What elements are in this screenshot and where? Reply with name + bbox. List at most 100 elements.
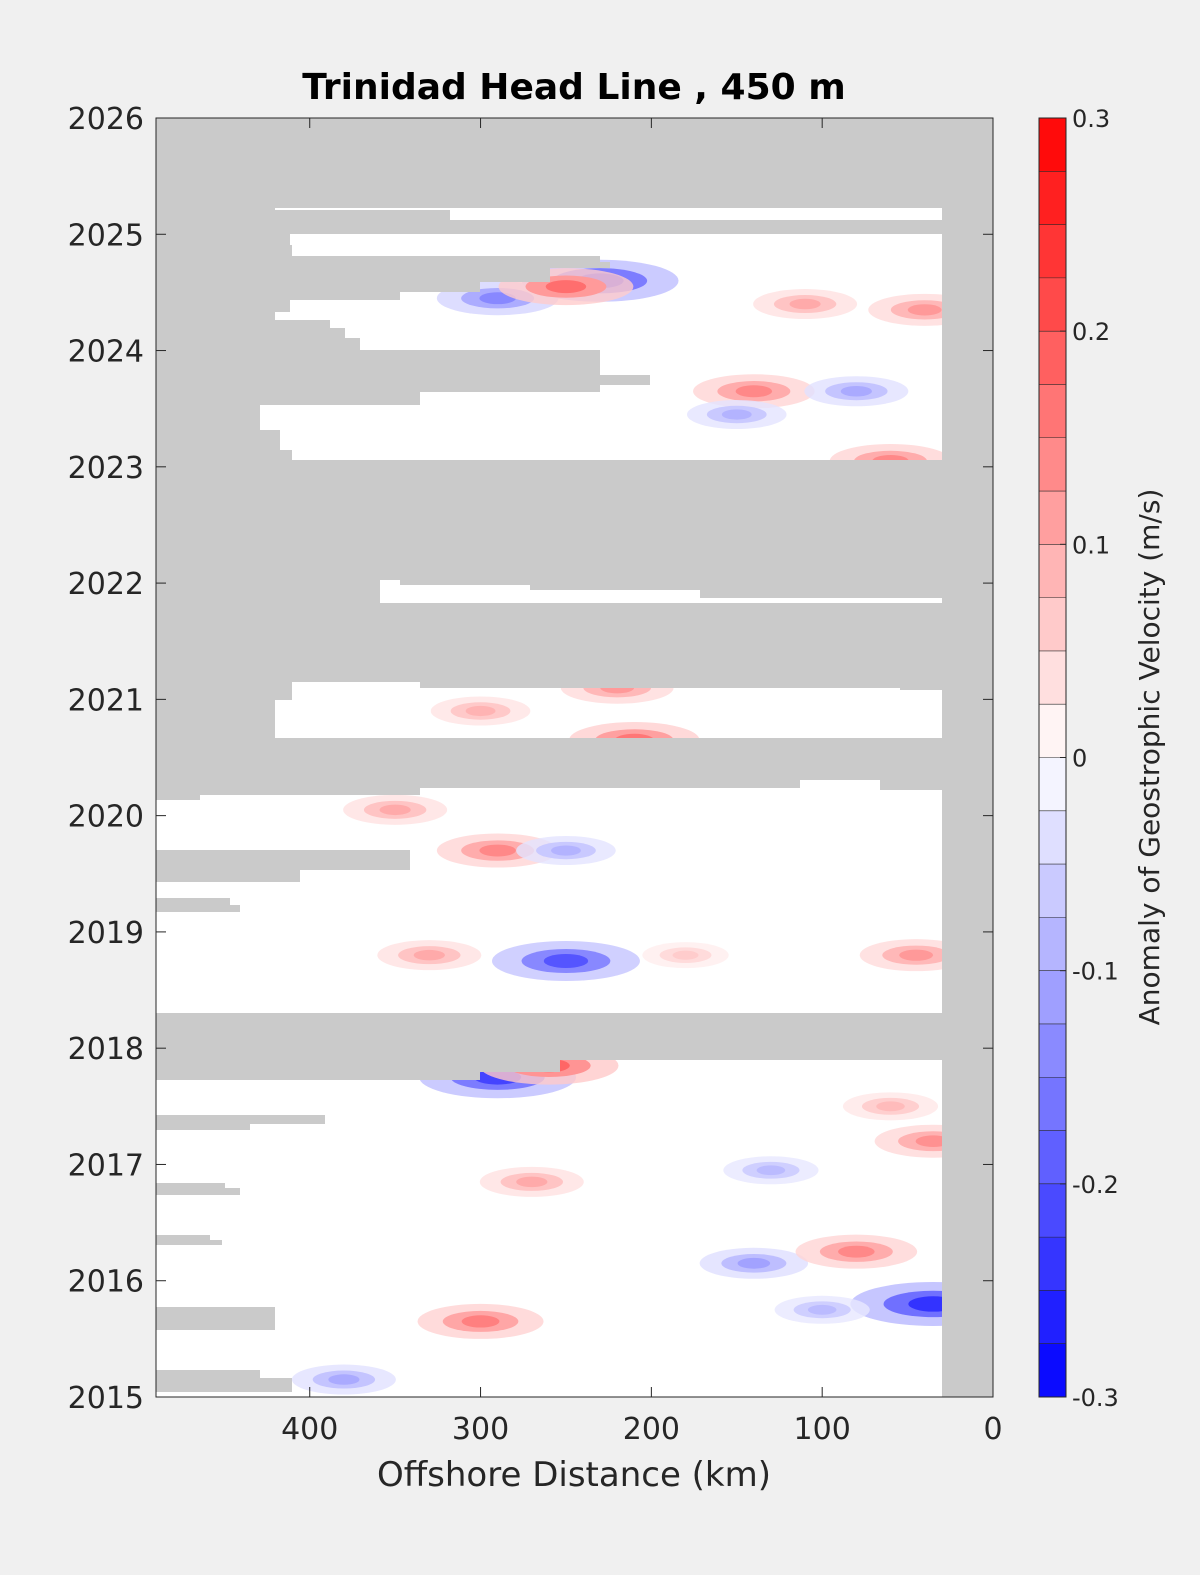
colorbar-swatch xyxy=(1039,118,1066,172)
colorbar-tick-label: 0.1 xyxy=(1072,531,1110,559)
anomaly-contour-core xyxy=(551,845,581,856)
x-tick-label: 0 xyxy=(983,1412,1002,1447)
colorbar-swatch xyxy=(1039,1183,1066,1238)
anomaly-contour-core xyxy=(907,304,942,316)
missing-data-region xyxy=(156,1183,240,1195)
colorbar-swatch xyxy=(1039,1077,1066,1132)
anomaly-contour-core xyxy=(721,409,752,420)
colorbar-swatch xyxy=(1039,384,1066,439)
anomaly-contour-core xyxy=(543,953,589,968)
colorbar-swatches xyxy=(1039,118,1066,1398)
colorbar-tick-label: -0.3 xyxy=(1072,1384,1119,1412)
anomaly-contour-core xyxy=(461,1315,500,1328)
y-tick-label: 2015 xyxy=(68,1381,144,1416)
anomaly-contour-core xyxy=(789,298,821,310)
colorbar-swatch xyxy=(1039,704,1066,758)
missing-data-region xyxy=(156,850,410,882)
colorbar-tick-label: 0 xyxy=(1072,745,1087,773)
colorbar-swatch xyxy=(1039,224,1066,279)
missing-data-region xyxy=(156,460,993,598)
colorbar-swatch xyxy=(1039,864,1066,918)
anomaly-blob xyxy=(795,1234,918,1269)
colorbar-swatch xyxy=(1039,1130,1066,1185)
x-tick-label: 200 xyxy=(623,1412,680,1447)
colorbar-swatch xyxy=(1039,1343,1066,1398)
anomaly-blob xyxy=(642,942,729,969)
anomaly-blob xyxy=(291,1364,396,1395)
missing-data-region xyxy=(806,615,905,630)
anomaly-contour-core xyxy=(465,705,496,717)
anomaly-contour-core xyxy=(899,949,934,961)
y-tick-label: 2017 xyxy=(68,1148,144,1183)
colorbar-tick-label: 0.3 xyxy=(1072,105,1110,133)
colorbar-swatch xyxy=(1039,1290,1066,1345)
anomaly-contour-core xyxy=(876,1101,905,1112)
colorbar-tick-label: 0.2 xyxy=(1072,318,1110,346)
x-axis: 400 300 200 100 0 xyxy=(281,118,1003,1447)
anomaly-blob xyxy=(343,794,448,825)
colorbar-label: Anomaly of Geostrophic Velocity (m/s) xyxy=(1133,489,1166,1026)
anomaly-contour-core xyxy=(838,1245,875,1258)
x-tick-label: 300 xyxy=(452,1412,509,1447)
anomaly-contour-core xyxy=(735,385,773,398)
colorbar-swatch xyxy=(1039,171,1066,226)
anomaly-contour-core xyxy=(545,280,587,294)
y-tick-label: 2023 xyxy=(68,451,144,486)
colorbar-swatch xyxy=(1039,331,1066,385)
y-tick-label: 2024 xyxy=(68,335,144,370)
colorbar-swatch xyxy=(1039,650,1066,705)
colorbar-swatch xyxy=(1039,491,1066,545)
anomaly-blob xyxy=(491,940,640,981)
missing-data-region xyxy=(156,320,650,460)
plot-frame xyxy=(155,117,994,1398)
chart-title: Trinidad Head Line , 450 m xyxy=(302,67,845,108)
y-tick-label: 2026 xyxy=(68,102,144,137)
colorbar: -0.3 -0.2 -0.1 0 0.1 0.2 0.3 Anomaly of Geostr… xyxy=(1038,105,1166,1412)
anomaly-contour-core xyxy=(807,1304,837,1315)
missing-data-region xyxy=(156,598,942,730)
anomaly-contour-core xyxy=(516,1176,548,1188)
y-axis: 2015 2016 2017 2018 2019 2020 2021 2022 2023 2024… xyxy=(68,102,993,1416)
missing-data-region xyxy=(156,254,610,320)
anomaly-contour-core xyxy=(379,804,411,816)
colorbar-swatch xyxy=(1039,544,1066,599)
anomaly-blob xyxy=(417,1303,544,1339)
y-tick-label: 2021 xyxy=(68,683,144,718)
missing-data-region xyxy=(156,898,240,912)
missing-data-region xyxy=(156,118,993,210)
y-tick-label: 2016 xyxy=(68,1265,144,1300)
missing-data-region xyxy=(156,1013,942,1080)
missing-data-region xyxy=(156,1235,222,1245)
colorbar-swatch xyxy=(1039,970,1066,1025)
anomaly-blob xyxy=(430,696,531,726)
anomaly-contour-core xyxy=(840,385,872,397)
anomaly-blob xyxy=(723,1156,819,1185)
missing-data-mask xyxy=(156,118,993,1397)
colorbar-tick-label: -0.1 xyxy=(1072,958,1119,986)
anomaly-contour-core xyxy=(737,1257,771,1269)
missing-data-region xyxy=(156,1307,275,1330)
x-tick-label: 400 xyxy=(281,1412,338,1447)
colorbar-ticks: -0.3 -0.2 -0.1 0 0.1 0.2 0.3 xyxy=(1060,105,1119,1412)
plot-area xyxy=(155,117,994,1398)
y-tick-label: 2022 xyxy=(68,567,144,602)
anomaly-blob xyxy=(693,374,815,409)
anomaly-blob xyxy=(699,1247,809,1279)
y-tick-label: 2025 xyxy=(68,218,144,253)
colorbar-swatch xyxy=(1039,277,1066,332)
anomaly-blob xyxy=(377,940,482,971)
anomaly-contour-core xyxy=(672,950,699,960)
missing-data-region xyxy=(156,205,942,254)
y-tick-label: 2019 xyxy=(68,916,144,951)
anomaly-contour-core xyxy=(328,1374,360,1385)
anomaly-blob xyxy=(686,399,787,429)
anomaly-blob xyxy=(774,1295,870,1324)
anomaly-blob xyxy=(516,836,616,866)
anomaly-contour-core xyxy=(479,844,516,857)
colorbar-swatch xyxy=(1039,1237,1066,1291)
anomaly-blob xyxy=(753,289,858,320)
y-tick-label: 2018 xyxy=(68,1032,144,1067)
colorbar-swatch xyxy=(1039,917,1066,972)
colorbar-swatch xyxy=(1039,810,1066,865)
